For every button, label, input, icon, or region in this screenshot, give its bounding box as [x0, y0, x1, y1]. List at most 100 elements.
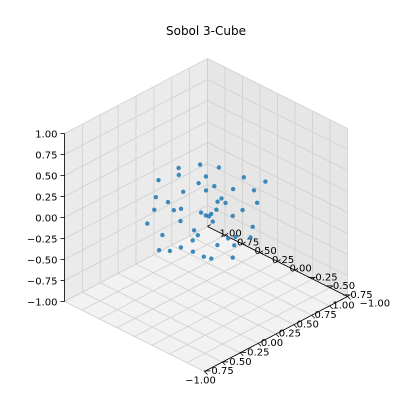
z-tick-label: 0.75: [35, 151, 57, 162]
x-tick-label: −0.75: [203, 366, 234, 377]
data-point: [215, 242, 220, 248]
data-point: [171, 208, 176, 213]
x-tick-label: −1.00: [185, 376, 216, 387]
z-tick-label: −0.25: [27, 235, 58, 246]
data-point: [203, 213, 208, 218]
data-point: [210, 219, 215, 224]
grid-line: [64, 79, 208, 155]
x-tick-label: 0.75: [314, 310, 336, 321]
data-point: [181, 189, 186, 194]
grid-line: [64, 58, 208, 134]
y-tick-mark: [259, 250, 264, 254]
data-point: [191, 228, 197, 233]
data-point: [240, 207, 245, 213]
data-point: [201, 254, 206, 259]
chart-title: Sobol 3-Cube: [166, 24, 246, 38]
data-point: [190, 238, 195, 243]
x-tick-mark: [275, 333, 280, 338]
data-point: [178, 245, 184, 250]
data-point: [196, 181, 201, 186]
y-tick-mark: [347, 294, 351, 297]
data-point: [230, 255, 235, 260]
data-point: [212, 184, 217, 189]
grid-line: [64, 142, 208, 218]
data-point: [223, 200, 228, 206]
grid-lines: [64, 58, 348, 372]
data-point: [226, 236, 231, 241]
y-tick-mark: [224, 232, 229, 236]
data-point: [178, 206, 184, 211]
data-point: [198, 210, 204, 215]
y-tick-mark: [207, 224, 211, 227]
x-tick-label: 0.25: [279, 329, 301, 340]
z-tick-label: 1.00: [35, 130, 57, 141]
x-tick-mark: [329, 305, 333, 310]
grid-line: [207, 121, 348, 192]
data-point: [233, 234, 238, 240]
grid-line: [116, 252, 261, 329]
data-point: [230, 213, 235, 219]
x-tick-mark: [222, 361, 226, 366]
y-tick-mark: [294, 267, 299, 271]
data-point: [152, 207, 157, 212]
data-point: [254, 200, 260, 205]
z-tick-label: −1.00: [27, 298, 58, 309]
tick-labels: −1.00−0.75−0.50−0.250.000.250.500.751.00…: [27, 130, 390, 387]
x-tick-mark: [204, 371, 208, 375]
data-point: [215, 199, 220, 204]
x-tick-mark: [293, 324, 298, 328]
data-point: [190, 249, 196, 254]
data-point: [248, 235, 253, 240]
data-point: [160, 232, 165, 238]
data-point: [250, 224, 255, 229]
data-point: [251, 188, 257, 193]
x-tick-mark: [311, 314, 316, 319]
z-tick-label: −0.75: [27, 277, 58, 288]
x-tick-label: 0.50: [297, 319, 319, 330]
y-tick-mark: [242, 241, 246, 245]
grid-line: [171, 244, 312, 316]
y-tick-label: −0.75: [342, 290, 373, 301]
y-tick-label: 0.00: [290, 264, 312, 275]
y-tick-label: 1.00: [220, 229, 242, 240]
grid-line: [153, 254, 295, 325]
grid-line: [189, 235, 330, 307]
data-points: [145, 162, 268, 261]
data-point: [178, 218, 183, 224]
data-point: [219, 196, 224, 201]
x-tick-label: 1.00: [332, 301, 354, 312]
y-tick-label: −0.25: [307, 272, 338, 283]
y-tick-label: 0.25: [272, 255, 294, 266]
y-tick-mark: [329, 285, 334, 289]
data-point: [203, 174, 209, 179]
data-point: [203, 188, 209, 193]
x-tick-mark: [347, 296, 351, 300]
data-point: [230, 186, 236, 192]
z-tick-label: 0.25: [35, 193, 57, 204]
data-point: [156, 248, 162, 253]
data-point: [216, 165, 222, 170]
data-point: [167, 248, 173, 254]
data-point: [165, 199, 171, 205]
axis-lines: [60, 133, 351, 375]
data-point: [145, 221, 150, 226]
data-point: [263, 179, 268, 184]
grid-line: [207, 79, 348, 150]
data-point: [176, 165, 181, 171]
data-point: [209, 256, 214, 261]
data-point: [232, 243, 237, 248]
grid-line: [207, 100, 348, 171]
data-point: [195, 233, 200, 238]
y-tick-label: −1.00: [360, 299, 391, 310]
x-tick-mark: [239, 352, 244, 357]
data-point: [214, 207, 219, 212]
grid-line: [99, 243, 243, 320]
z-tick-label: −0.50: [27, 256, 58, 267]
grid-line: [81, 234, 226, 311]
y-tick-label: −0.50: [325, 281, 356, 292]
y-tick-label: 0.50: [255, 246, 277, 257]
grid-line: [64, 100, 208, 176]
data-point: [176, 172, 181, 178]
x-tick-mark: [257, 343, 262, 347]
